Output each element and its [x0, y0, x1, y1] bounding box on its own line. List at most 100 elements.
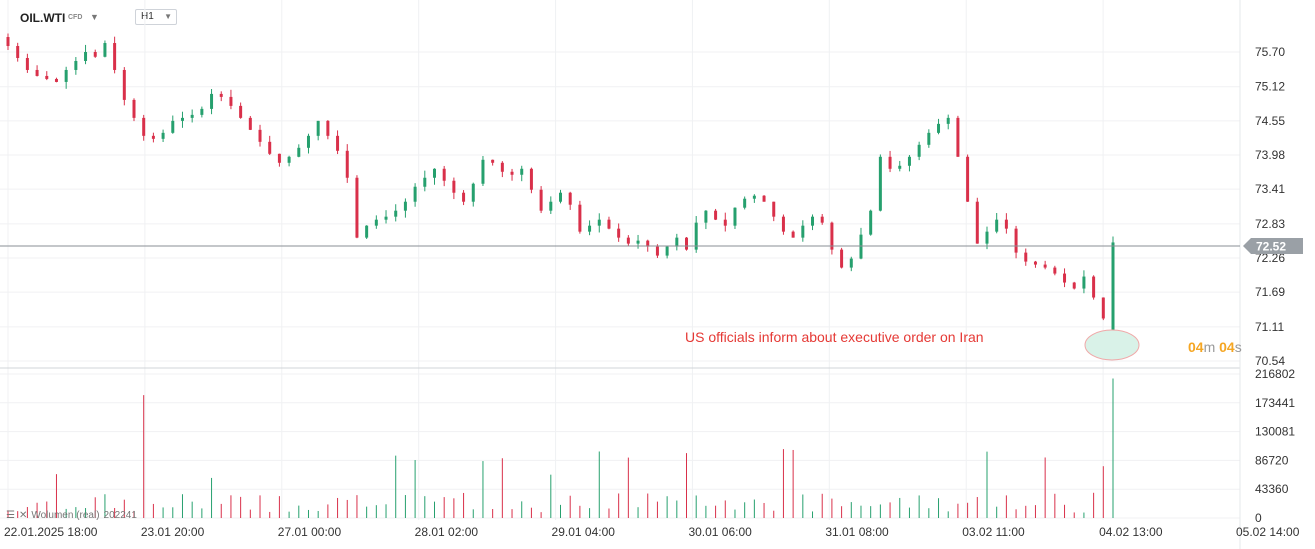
candle — [248, 115, 252, 131]
time-tick-label: 31.01 08:00 — [825, 525, 889, 539]
candle-body — [355, 177, 359, 238]
candle-body — [607, 219, 611, 229]
candle — [714, 208, 718, 221]
candle — [374, 215, 378, 229]
candle — [6, 33, 10, 51]
candle-body — [694, 222, 698, 250]
candle — [607, 216, 611, 230]
candle-body — [597, 219, 601, 226]
candle — [549, 196, 553, 214]
symbol-name[interactable]: OIL.WTI — [20, 11, 66, 25]
volume-tick-label: 130081 — [1255, 425, 1295, 439]
candle-body — [704, 210, 708, 223]
candle — [539, 186, 543, 214]
candle — [45, 71, 49, 81]
candle — [210, 88, 214, 115]
candle — [74, 57, 78, 75]
candle — [1024, 248, 1028, 266]
candle — [345, 144, 349, 183]
price-tick-label: 72.26 — [1255, 251, 1285, 265]
candle — [907, 154, 911, 172]
candle-body — [588, 225, 592, 232]
candle — [1033, 260, 1037, 268]
candle — [588, 220, 592, 236]
candle-body — [966, 156, 970, 202]
close-icon[interactable]: ✕ — [18, 510, 28, 521]
price-tick-label: 73.98 — [1255, 148, 1285, 162]
candle-body — [142, 117, 146, 136]
candle-body — [297, 147, 301, 157]
candle-body — [25, 57, 29, 70]
candle-body — [35, 69, 39, 76]
time-tick-label: 29.01 04:00 — [552, 525, 616, 539]
candle — [103, 40, 107, 58]
candle-body — [336, 135, 340, 151]
price-axis[interactable]: 75.70 75.12 74.55 73.98 73.41 72.83 72.26 71.69… — [1255, 45, 1285, 368]
candle-body — [113, 43, 117, 70]
candle — [578, 200, 582, 234]
grid-lines — [0, 0, 1241, 520]
collapse-icon[interactable]: ☰ — [6, 510, 15, 521]
candle-body — [287, 156, 291, 163]
candle-body — [830, 222, 834, 250]
candle — [685, 237, 689, 251]
candle-body — [859, 234, 863, 259]
candle-body — [122, 69, 126, 100]
candle-body — [384, 216, 388, 220]
candle-body — [869, 210, 873, 235]
candle — [762, 195, 766, 202]
candle-body — [1004, 219, 1008, 229]
candle — [180, 111, 184, 128]
candle-body — [200, 108, 204, 115]
candle — [113, 36, 117, 74]
candle-body — [752, 195, 756, 199]
candle — [84, 44, 88, 65]
candle — [1043, 260, 1047, 270]
candle — [723, 212, 727, 232]
candle — [781, 214, 785, 235]
price-tick-label: 71.11 — [1255, 320, 1284, 334]
price-tick-label: 72.83 — [1255, 217, 1285, 231]
candle — [840, 247, 844, 269]
timeframe-value: H1 — [141, 11, 154, 22]
candle — [966, 154, 970, 202]
candle-body — [791, 231, 795, 238]
candle-body — [248, 117, 252, 130]
volume-tick-label: 216802 — [1255, 367, 1295, 381]
candle — [752, 194, 756, 203]
candle-body — [849, 258, 853, 268]
candle-body — [471, 183, 475, 202]
candle-body — [520, 168, 524, 175]
candle-body — [772, 201, 776, 217]
countdown-seconds: 04 — [1219, 339, 1235, 355]
candle-body — [6, 37, 10, 47]
candle — [791, 230, 795, 238]
candle-body — [781, 216, 785, 232]
candle — [1111, 236, 1115, 337]
candle-body — [907, 156, 911, 166]
candle-body — [665, 246, 669, 256]
candle-body — [1024, 252, 1028, 262]
candle — [25, 53, 29, 73]
candle-body — [1033, 261, 1037, 265]
candle-body — [45, 75, 49, 79]
candle-body — [268, 141, 272, 154]
candle-body — [1053, 267, 1057, 274]
candle-body — [578, 204, 582, 232]
candle — [481, 155, 485, 187]
candle-body — [1072, 282, 1076, 289]
timeframe-select[interactable]: H1 ▼ — [135, 9, 177, 25]
candle-body — [103, 43, 107, 57]
candle-countdown: 04m 04s — [1188, 339, 1242, 355]
candle — [171, 115, 175, 134]
candle-body — [316, 120, 320, 136]
symbol-dropdown-icon[interactable]: ▼ — [90, 12, 99, 22]
candle — [277, 153, 281, 167]
countdown-m-unit: m — [1203, 339, 1216, 355]
candle-body — [258, 129, 262, 142]
candle-body — [423, 177, 427, 187]
candle — [946, 114, 950, 130]
price-tick-label: 73.41 — [1255, 182, 1285, 196]
time-axis[interactable]: 22.01.2025 18:00 23.01 20:00 27.01 00:00 28… — [4, 525, 1300, 539]
